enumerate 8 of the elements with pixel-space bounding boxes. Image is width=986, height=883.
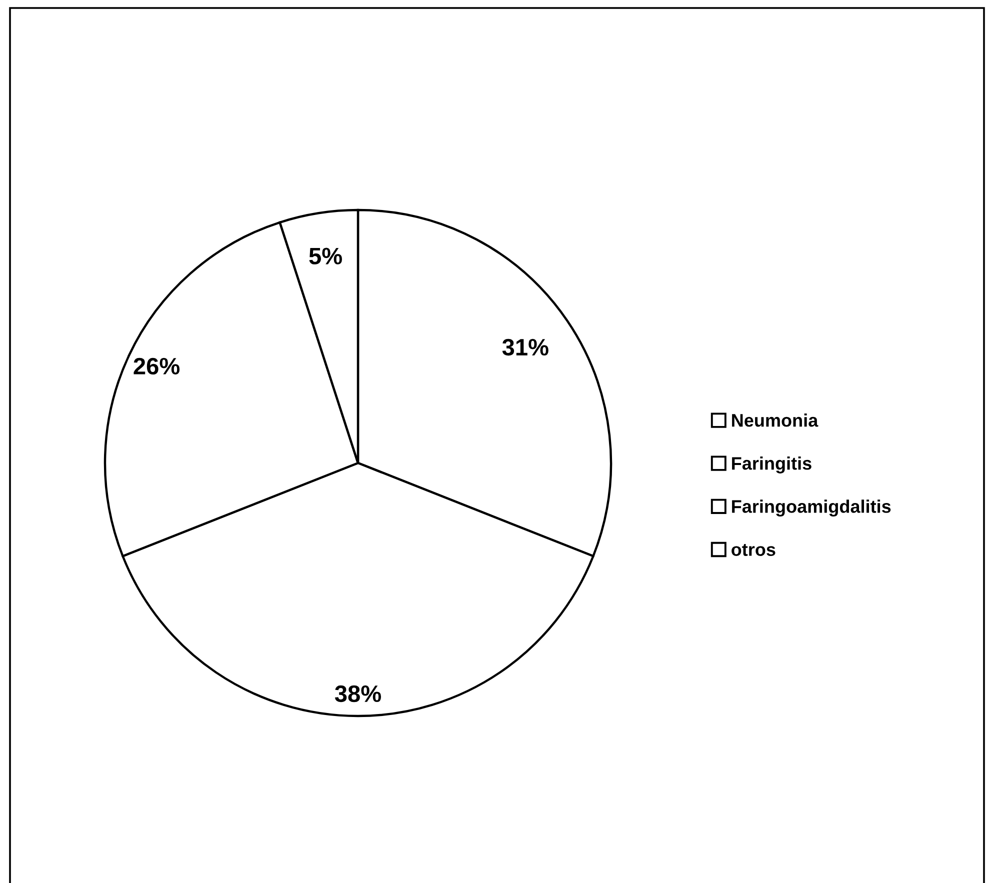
- data-label: 26%: [134, 358, 180, 375]
- data-label: 38%: [334, 685, 382, 702]
- data-label: 31%: [502, 338, 548, 356]
- legend-label: otros: [732, 544, 776, 556]
- legend-label: Neumonia: [732, 414, 818, 427]
- legend-label: Faringoamigdalitis: [732, 500, 891, 517]
- data-label: 5%: [309, 248, 342, 264]
- legend-label: Faringitis: [732, 456, 812, 474]
